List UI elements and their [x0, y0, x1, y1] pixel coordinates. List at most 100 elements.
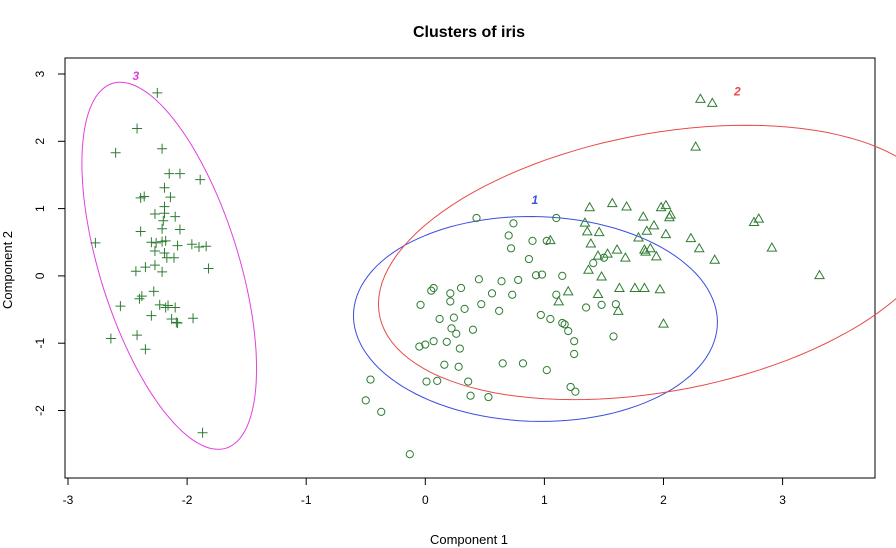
y-axis: -2 -1 0 1 2 3: [33, 70, 65, 416]
cluster-3-point: [170, 211, 181, 222]
cluster-1-point: [518, 359, 528, 368]
cluster-3-point: [171, 317, 182, 328]
cluster-1-point: [514, 275, 523, 285]
cluster-3-point: [174, 168, 185, 179]
x-tick-label: 3: [779, 493, 786, 507]
cluster-2-point: [592, 288, 604, 299]
cluster-1-point: [552, 290, 561, 299]
cluster-2-point: [638, 244, 650, 254]
cluster-2-point: [562, 285, 574, 296]
x-tick-label: -3: [63, 493, 74, 507]
cluster-1-point: [442, 337, 451, 346]
cluster-2-point: [685, 232, 697, 243]
y-tick-label: -2: [33, 405, 47, 416]
cluster-2-point: [644, 242, 656, 253]
cluster-1-point: [405, 450, 414, 459]
cluster-3-point: [148, 286, 159, 297]
cluster-3-point: [132, 330, 143, 341]
cluster-3-point: [146, 310, 157, 321]
cluster-3-point: [160, 302, 171, 313]
cluster-2-point: [593, 226, 605, 237]
cluster-2-point: [694, 93, 706, 103]
cluster-1-point: [421, 340, 430, 349]
cluster-3-point: [172, 318, 183, 329]
cluster-3-point: [165, 192, 176, 203]
y-axis-label: Component 2: [0, 231, 15, 309]
x-axis: -3 -2 -1 0 1 2 3: [63, 478, 786, 507]
x-tick-label: -2: [182, 493, 193, 507]
cluster-1-point: [558, 271, 567, 280]
cluster-1-point: [468, 325, 478, 334]
cluster-2-point: [641, 225, 653, 235]
cluster-1-point: [427, 286, 436, 295]
x-tick-label: 1: [541, 493, 548, 507]
cluster-3-point: [168, 252, 179, 263]
cluster-2-point: [814, 269, 825, 280]
cluster-3-point: [90, 237, 101, 248]
y-tick-label: 1: [33, 205, 47, 212]
cluster-2-ellipse: [377, 124, 896, 401]
cluster-3-point: [152, 87, 163, 98]
cluster-1-point: [571, 387, 580, 396]
cluster-2-point: [581, 225, 593, 236]
cluster-2-point: [660, 228, 672, 239]
cluster-2-point: [648, 219, 660, 230]
cluster-3-point: [163, 300, 174, 311]
cluster-3-point: [154, 299, 165, 310]
cluster-3-point: [160, 235, 171, 246]
cluster-2-point: [585, 237, 597, 248]
cluster-2-point: [748, 216, 760, 227]
cluster-3-point: [164, 168, 175, 179]
cluster-3-point: [203, 263, 214, 274]
cluster-2-point: [766, 242, 778, 252]
cluster-1-label: 1: [532, 193, 539, 207]
cluster-1-point: [599, 253, 609, 262]
cluster-3-point: [159, 208, 170, 219]
cluster-2-point: [663, 211, 675, 222]
cluster-1-point: [416, 300, 425, 309]
cluster-1-point: [497, 277, 506, 286]
cluster-1-point: [531, 271, 541, 280]
cluster-3-point: [149, 208, 160, 219]
cluster-2-point: [583, 264, 594, 274]
cluster-1-point: [504, 231, 513, 240]
cluster-1-point: [429, 337, 438, 346]
cluster-2-point: [658, 318, 669, 328]
x-tick-label: 0: [422, 493, 429, 507]
cluster-1-point: [570, 337, 579, 346]
cluster-1-point: [484, 392, 493, 402]
cluster-3-point: [110, 147, 121, 158]
cluster-1-point: [474, 275, 483, 284]
cluster-3-point: [174, 224, 185, 235]
cluster-1-point: [429, 283, 438, 293]
cluster-1-point: [366, 375, 375, 384]
cluster-1-point: [454, 362, 463, 371]
cluster-3-point: [130, 266, 141, 277]
cluster-1-point: [415, 342, 424, 351]
cluster-1-point: [509, 219, 518, 228]
cluster-2-point: [638, 282, 650, 292]
y-tick-label: -1: [33, 338, 47, 349]
cluster-3-point: [149, 245, 160, 256]
cluster-1-point: [440, 360, 449, 369]
cluster-2-point: [553, 295, 565, 306]
x-tick-label: -1: [301, 493, 312, 507]
cluster-3-point: [105, 333, 116, 344]
cluster-2-point: [619, 252, 631, 262]
cluster-1-point: [581, 303, 591, 312]
cluster-2-point: [690, 141, 702, 151]
cluster-2-point: [693, 242, 705, 253]
cluster-3-point: [140, 262, 151, 273]
cluster-2-point: [596, 270, 608, 281]
cluster-1-point: [558, 318, 567, 328]
cluster-3-point: [157, 143, 168, 154]
cluster-2-point: [592, 250, 604, 260]
cluster-1-point: [542, 366, 551, 375]
cluster-3-point: [140, 344, 151, 355]
cluster-2-point: [613, 282, 625, 292]
cluster-2-point: [602, 248, 613, 258]
cluster-3-point: [151, 237, 162, 248]
cluster-1-point: [466, 391, 475, 400]
cluster-2-point: [584, 201, 596, 212]
cluster-3-point: [149, 260, 160, 271]
